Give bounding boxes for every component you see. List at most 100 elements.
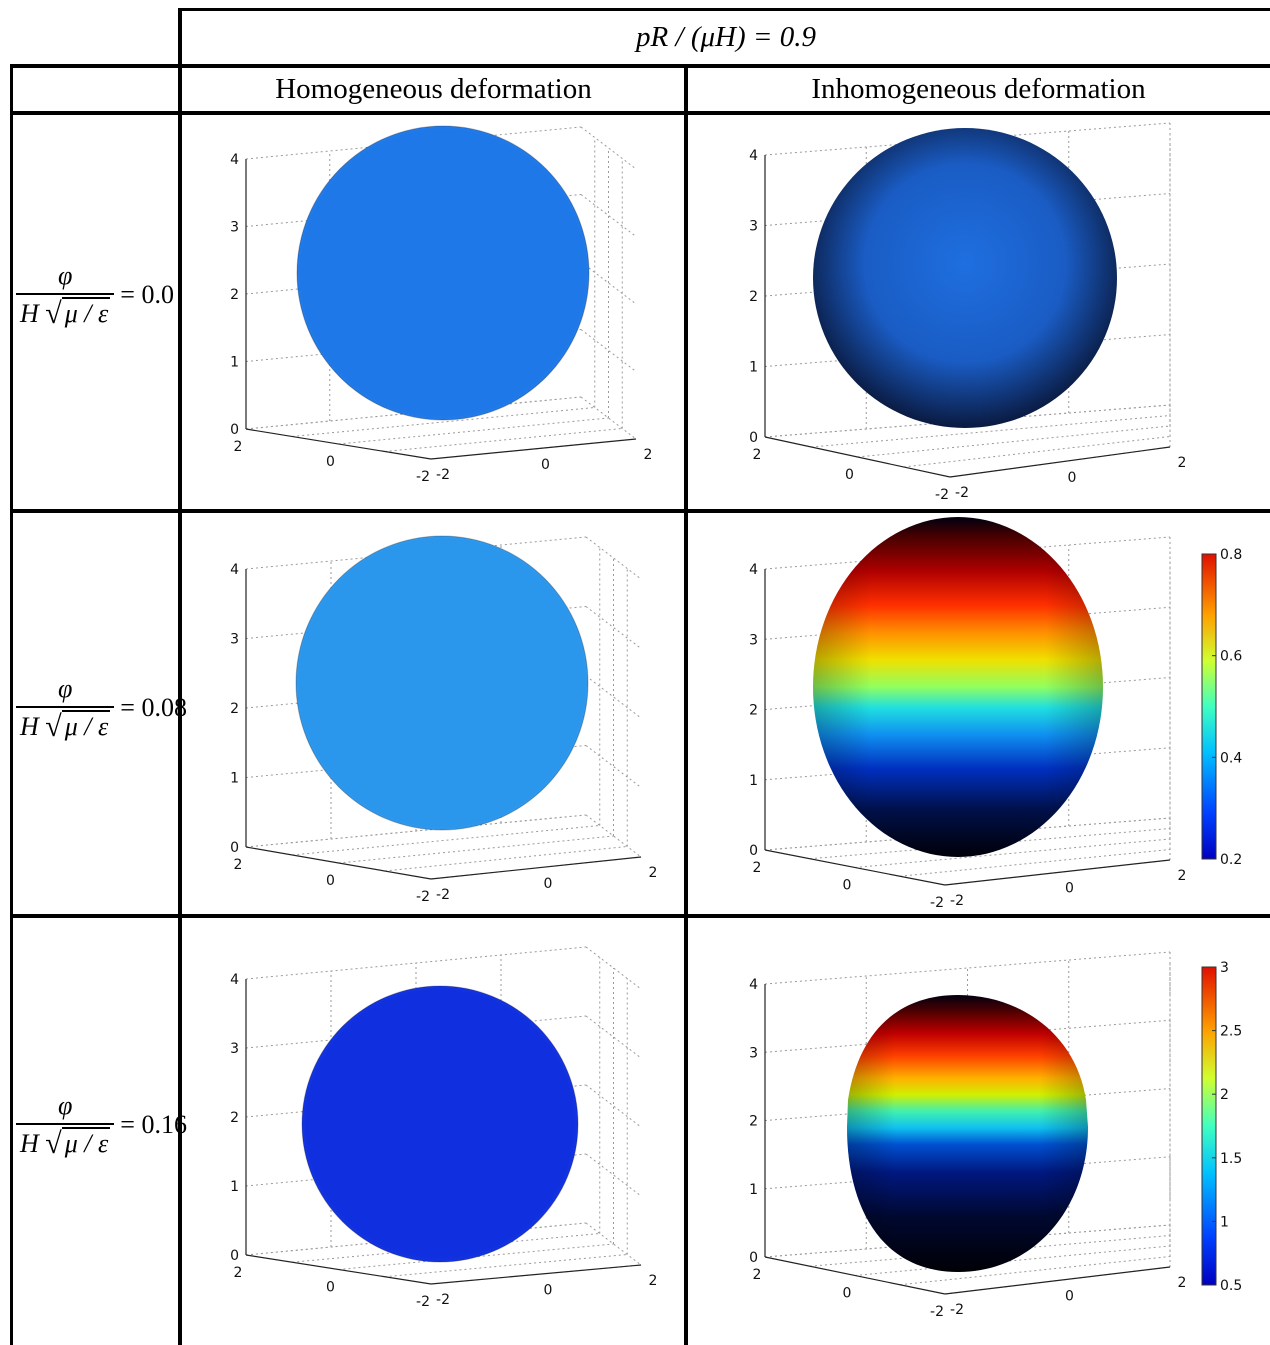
x-axis xyxy=(764,849,946,886)
column-header-homogeneous: Homogeneous deformation xyxy=(275,72,592,105)
phi-fraction: φ H √ μ / ε xyxy=(16,674,115,742)
grid-line xyxy=(580,329,637,372)
colorbar xyxy=(1201,553,1217,860)
grid-line xyxy=(857,425,1171,458)
z-tick-label: 0 xyxy=(230,840,239,856)
grid-line xyxy=(10,111,1270,115)
grid-line xyxy=(585,1084,642,1128)
plot-inhomogeneous-row2: 0 1 2 3 4 2 0 -2 -2 0 2 0.8 0.6 0.4 0.2 xyxy=(690,517,1268,912)
sphere-surface xyxy=(302,986,578,1262)
z-tick-label: 0 xyxy=(749,430,758,446)
grid-line xyxy=(338,417,609,445)
phi-fraction: φ H √ μ / ε xyxy=(16,1091,115,1159)
x-tick-label: -2 xyxy=(930,1304,944,1320)
y-tick-label: -2 xyxy=(436,1292,450,1308)
y-tick-label: 2 xyxy=(644,447,653,463)
title-text: pR / (μH) = 0.9 xyxy=(636,21,816,53)
x-tick-label: 2 xyxy=(753,860,762,876)
x-tick-label: 0 xyxy=(845,467,854,483)
z-tick-label: 4 xyxy=(230,152,239,168)
colorbar-tick-label: 0.8 xyxy=(1220,547,1242,563)
y-tick-label: 2 xyxy=(1178,868,1187,884)
z-tick-label: 3 xyxy=(749,1045,758,1061)
z-tick-label: 1 xyxy=(749,360,758,376)
grid-line xyxy=(10,914,1270,918)
sphere-shading xyxy=(813,517,1103,857)
x-tick-label: 0 xyxy=(326,873,335,889)
colorbar-tick-label: 0.5 xyxy=(1220,1278,1242,1294)
y-axis xyxy=(430,856,642,880)
sphere-outline xyxy=(296,125,590,421)
row-label-3: φ H √ μ / ε = 0.16 xyxy=(16,1085,187,1165)
z-tick-label: 4 xyxy=(230,562,239,578)
grid-line xyxy=(899,1256,1171,1286)
z-tick-label: 2 xyxy=(749,1114,758,1130)
colorbar-tick-label: 0.6 xyxy=(1220,649,1242,665)
x-tick-label: 0 xyxy=(326,454,335,470)
z-tick-label: 4 xyxy=(749,562,758,578)
x-tick-label: 0 xyxy=(326,1280,335,1296)
y-tick-label: 0 xyxy=(1065,1289,1074,1305)
z-tick-label: 4 xyxy=(230,972,239,988)
grid-line xyxy=(10,64,13,1345)
grid-line xyxy=(580,261,637,305)
z-tick-label: 4 xyxy=(749,977,758,993)
row-label-1: φ H √ μ / ε = 0.0 xyxy=(16,255,174,335)
x-axis xyxy=(764,436,951,478)
colorbar-tick-label: 0.4 xyxy=(1220,750,1242,766)
y-tick-label: 0 xyxy=(1065,881,1074,897)
z-tick-label: 0 xyxy=(230,422,239,438)
grid-line xyxy=(585,675,642,719)
y-tick-label: -2 xyxy=(955,485,969,501)
y-axis xyxy=(944,1266,1171,1295)
y-tick-label: 0 xyxy=(544,876,553,892)
grid-line xyxy=(338,835,614,864)
grid-line xyxy=(585,745,642,788)
x-tick-label: -2 xyxy=(416,1294,430,1310)
sphere-surface xyxy=(297,126,589,420)
grid-line xyxy=(580,194,637,237)
y-axis xyxy=(430,438,637,460)
y-tick-label: -2 xyxy=(436,887,450,903)
y-tick-label: 2 xyxy=(649,1273,658,1289)
z-tick-label: 2 xyxy=(230,287,239,303)
sphere-surface xyxy=(813,128,1117,428)
x-tick-label: -2 xyxy=(930,895,944,911)
y-axis xyxy=(430,1264,642,1285)
grid-line xyxy=(585,1222,642,1266)
grid-line xyxy=(292,825,600,856)
plot-homogeneous-row1: 0 1 2 3 4 2 0 -2 -2 0 2 xyxy=(186,117,683,507)
y-tick-label: 2 xyxy=(1178,455,1187,471)
grid-line xyxy=(384,1254,628,1278)
grid-line xyxy=(10,509,1270,513)
plot-homogeneous-row2: 0 1 2 3 4 2 0 -2 -2 0 2 xyxy=(186,517,683,912)
z-tick-label: 1 xyxy=(230,355,239,371)
grid-line xyxy=(899,849,1171,877)
z-tick-label: 2 xyxy=(230,1110,239,1126)
z-tick-label: 0 xyxy=(749,843,758,859)
y-axis xyxy=(944,859,1171,886)
column-header-inhomogeneous: Inhomogeneous deformation xyxy=(811,72,1146,105)
z-tick-label: 3 xyxy=(749,219,758,235)
grid-line xyxy=(684,66,688,1345)
y-tick-label: -2 xyxy=(950,1302,964,1318)
y-tick-label: 2 xyxy=(1178,1275,1187,1291)
grid-line xyxy=(585,1015,642,1059)
z-tick-label: 3 xyxy=(230,632,239,648)
x-tick-label: -2 xyxy=(935,487,949,503)
grid-line xyxy=(585,946,642,990)
colorbar-tick-label: 2.5 xyxy=(1220,1024,1242,1040)
z-tick-label: 4 xyxy=(749,148,758,164)
z-tick-label: 3 xyxy=(230,220,239,236)
z-tick-label: 1 xyxy=(230,771,239,787)
grid-line xyxy=(585,1153,642,1197)
z-tick-label: 3 xyxy=(749,632,758,648)
colorbar-tick-label: 3 xyxy=(1220,960,1229,976)
z-tick-label: 0 xyxy=(230,1248,239,1264)
x-axis xyxy=(245,428,432,460)
phi-fraction: φ H √ μ / ε xyxy=(16,261,115,329)
x-axis xyxy=(245,846,432,880)
y-tick-label: -2 xyxy=(950,893,964,909)
